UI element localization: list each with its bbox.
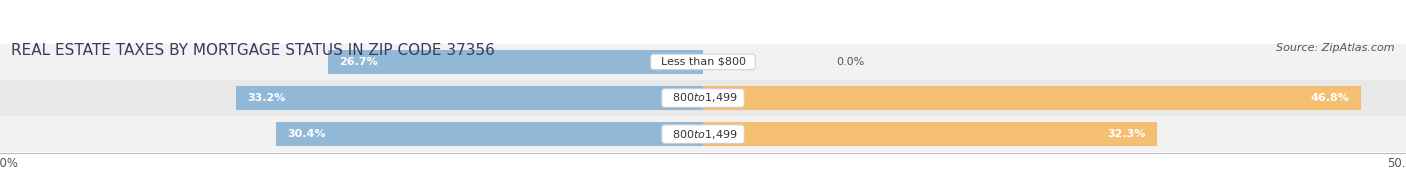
Bar (328, 50, 703, 74)
Text: 33.2%: 33.2% (247, 93, 285, 103)
Text: 30.4%: 30.4% (287, 129, 325, 139)
Text: Less than $800: Less than $800 (654, 57, 752, 67)
Text: Source: ZipAtlas.com: Source: ZipAtlas.com (1277, 43, 1395, 53)
Text: REAL ESTATE TAXES BY MORTGAGE STATUS IN ZIP CODE 37356: REAL ESTATE TAXES BY MORTGAGE STATUS IN … (11, 43, 495, 58)
Text: 0.0%: 0.0% (837, 57, 865, 67)
Bar (236, 86, 703, 110)
Text: $800 to $1,499: $800 to $1,499 (665, 128, 741, 141)
Bar (703, 122, 1157, 146)
Bar (0, 80, 1406, 116)
Bar (0, 116, 1406, 152)
Text: $800 to $1,499: $800 to $1,499 (665, 92, 741, 104)
Text: 26.7%: 26.7% (339, 57, 378, 67)
Text: 32.3%: 32.3% (1108, 129, 1146, 139)
Bar (703, 86, 1361, 110)
Text: 46.8%: 46.8% (1310, 93, 1350, 103)
Bar (276, 122, 703, 146)
Bar (0, 44, 1406, 80)
